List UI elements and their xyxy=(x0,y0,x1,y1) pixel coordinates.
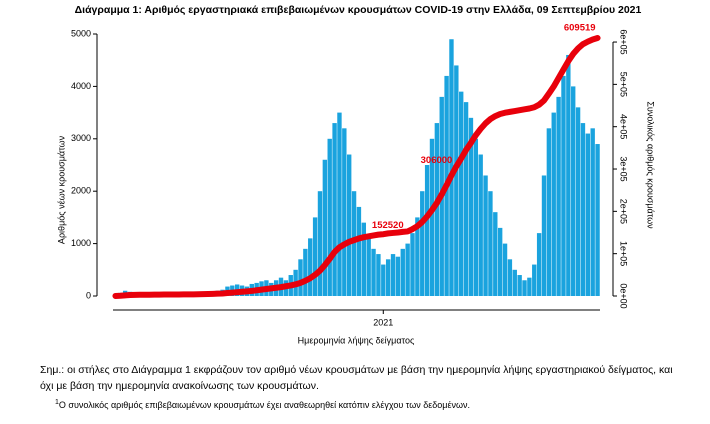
y2-tick-label: 6e+05 xyxy=(619,29,629,54)
bar xyxy=(590,128,595,296)
bar xyxy=(420,191,425,296)
y-axis-label: Αριθμός νέων κρουσμάτων xyxy=(56,135,66,244)
bar xyxy=(459,91,464,296)
bar xyxy=(546,128,552,296)
bar xyxy=(512,269,517,296)
bar xyxy=(449,39,454,297)
bar xyxy=(317,191,323,296)
bar xyxy=(424,165,430,296)
bar xyxy=(415,217,420,296)
bar xyxy=(322,159,328,296)
bar xyxy=(371,248,376,296)
y-tick-label: 4000 xyxy=(71,81,91,91)
bar xyxy=(337,112,342,296)
bar xyxy=(390,254,396,296)
bar xyxy=(347,154,352,296)
bar xyxy=(342,128,347,296)
bar xyxy=(483,175,488,296)
bar xyxy=(434,123,440,296)
bar xyxy=(332,123,337,296)
data-label: 152520 xyxy=(372,220,404,231)
bar xyxy=(551,112,556,296)
bar xyxy=(410,233,415,296)
bar xyxy=(327,138,332,296)
y-tick-label: 1000 xyxy=(71,238,91,248)
bar xyxy=(361,222,366,296)
bar xyxy=(527,277,532,296)
bar xyxy=(517,275,522,296)
bar xyxy=(405,243,410,296)
bar xyxy=(308,238,313,296)
footnote-marker: 1 xyxy=(55,399,59,406)
bar xyxy=(536,233,542,296)
bar xyxy=(507,259,513,296)
data-label: 306000 xyxy=(421,155,453,166)
note: Σημ.: οι στήλες στο Διάγραμμα 1 εκφράζου… xyxy=(40,364,673,392)
bar xyxy=(556,96,561,296)
bar xyxy=(468,117,474,296)
y2-tick-label: 5e+05 xyxy=(619,72,629,97)
y2-tick-label: 4e+05 xyxy=(619,114,629,139)
bar xyxy=(541,175,547,296)
bar xyxy=(381,264,386,296)
bar xyxy=(502,243,508,296)
bar xyxy=(585,133,591,296)
bar xyxy=(488,191,493,296)
bar xyxy=(454,65,459,296)
y2-tick-label: 0e+00 xyxy=(619,283,629,308)
bar xyxy=(580,123,586,296)
bar xyxy=(575,107,581,296)
bar xyxy=(366,238,371,296)
bar xyxy=(385,259,391,296)
bar xyxy=(473,138,479,296)
y-tick-label: 5000 xyxy=(71,28,91,38)
bar xyxy=(497,227,503,296)
bar xyxy=(571,86,576,297)
chart: Διάγραμμα 1: Αριθμός εργαστηριακά επιβεβ… xyxy=(56,4,656,346)
bar xyxy=(298,259,303,296)
bar xyxy=(522,280,527,296)
y-tick-label: 3000 xyxy=(71,133,91,143)
bar xyxy=(395,256,401,296)
bar xyxy=(400,248,405,296)
y-tick-label: 0 xyxy=(86,290,91,300)
bar xyxy=(561,75,566,296)
y2-tick-label: 1e+05 xyxy=(619,241,629,266)
bar xyxy=(478,154,483,296)
y-tick-label: 2000 xyxy=(71,186,91,196)
data-label: 609519 xyxy=(564,23,596,34)
chart-title: Διάγραμμα 1: Αριθμός εργαστηριακά επιβεβ… xyxy=(75,4,642,16)
bar xyxy=(376,254,381,296)
bar xyxy=(351,191,357,296)
x-tick-label: 2021 xyxy=(373,317,393,327)
bar xyxy=(303,248,308,296)
bar xyxy=(566,54,571,297)
x-axis-label: Ημερομηνία λήψης δείγματος xyxy=(298,335,415,345)
bar xyxy=(463,102,469,297)
bar xyxy=(356,206,362,296)
line xyxy=(112,35,601,299)
bar xyxy=(532,264,537,296)
footnote: 1Ο συνολικός αριθμός επιβεβαιωμένων κρου… xyxy=(55,399,470,410)
bar xyxy=(493,212,498,296)
bar xyxy=(312,217,318,296)
bar xyxy=(429,138,435,296)
y2-tick-label: 2e+05 xyxy=(619,199,629,224)
bar xyxy=(595,144,600,296)
y2-axis-label: Συνολικός αριθμός κρουσμάτων xyxy=(646,101,656,229)
y2-tick-label: 3e+05 xyxy=(619,156,629,181)
footnote-text: Ο συνολικός αριθμός επιβεβαιωμένων κρουσ… xyxy=(58,400,471,410)
